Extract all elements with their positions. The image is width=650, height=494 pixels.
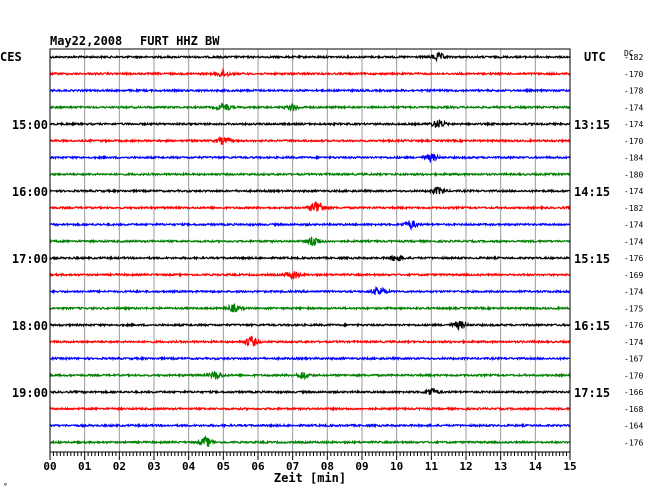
- dc-offset-label: -169: [624, 271, 643, 280]
- x-tick-label: 10: [390, 460, 403, 473]
- left-hour-label: 15:00: [12, 118, 48, 132]
- x-tick-label: 02: [113, 460, 126, 473]
- trace-10: [49, 219, 571, 232]
- dc-offset-label: -174: [624, 288, 643, 297]
- left-timezone-label: CES: [0, 50, 22, 64]
- x-tick-label: 14: [529, 460, 543, 473]
- x-axis-label: Zeit [min]: [274, 471, 346, 485]
- dc-offset-label: -182: [624, 204, 643, 213]
- dc-offset-labels: -182 -170 -178 -174 -174 -170 -184 -180 -174 -182…: [624, 53, 643, 447]
- trace-21: [49, 405, 571, 412]
- right-timezone-label: UTC: [584, 50, 606, 64]
- dc-offset-label: -180: [624, 170, 643, 179]
- trace-8: [49, 186, 571, 196]
- trace-23: [49, 434, 571, 447]
- trace-13: [49, 271, 571, 280]
- seismic-traces: [49, 51, 571, 447]
- x-tick-label: 07: [286, 460, 299, 473]
- x-tick-label: 05: [217, 460, 230, 473]
- x-tick-label: 04: [182, 460, 196, 473]
- trace-11: [49, 236, 571, 246]
- dc-offset-label: -164: [624, 422, 643, 431]
- dc-offset-label: -170: [624, 137, 643, 146]
- trace-0: [49, 51, 571, 63]
- trace-19: [49, 370, 571, 381]
- dc-offset-label: -174: [624, 187, 643, 196]
- x-tick-label: 11: [425, 460, 439, 473]
- x-tick-label: 00: [43, 460, 56, 473]
- dc-offset-label: -170: [624, 371, 643, 380]
- trace-1: [49, 67, 571, 78]
- dc-offset-label: -182: [624, 53, 643, 62]
- x-tick-label: 08: [321, 460, 334, 473]
- trace-7: [49, 171, 571, 178]
- right-utc-label: 15:15: [574, 252, 610, 266]
- dc-offset-label: -176: [624, 438, 643, 447]
- trace-16: [49, 320, 571, 332]
- trace-20: [49, 387, 571, 396]
- trace-9: [49, 200, 571, 212]
- dc-offset-label: -174: [624, 221, 643, 230]
- chart-date: May22,2008: [50, 34, 122, 48]
- trace-22: [49, 422, 571, 429]
- chart-station: FURT HHZ BW: [140, 34, 220, 48]
- x-tick-label: 13: [494, 460, 507, 473]
- right-utc-label: 13:15: [574, 118, 610, 132]
- minute-gridlines: [84, 49, 536, 452]
- dc-offset-label: -167: [624, 355, 643, 364]
- trace-3: [49, 102, 571, 113]
- x-tick-label: 03: [147, 460, 160, 473]
- left-hour-label: 16:00: [12, 185, 48, 199]
- dc-offset-label: -174: [624, 338, 643, 347]
- trace-6: [49, 153, 571, 164]
- x-tick-label: 01: [78, 460, 92, 473]
- corner-mark: °: [3, 482, 8, 491]
- dc-header-label: DC: [624, 49, 634, 58]
- right-utc-label: 17:15: [574, 386, 610, 400]
- dc-offset-label: -174: [624, 103, 643, 112]
- trace-5: [49, 135, 571, 145]
- dc-offset-label: -170: [624, 70, 643, 79]
- trace-12: [49, 254, 571, 262]
- x-tick-label: 09: [355, 460, 368, 473]
- x-tick-label: 06: [251, 460, 265, 473]
- right-utc-label: 14:15: [574, 185, 610, 199]
- dc-offset-label: -166: [624, 388, 643, 397]
- left-hour-labels: 15:00 16:00 17:00 18:00 19:00: [12, 118, 48, 400]
- trace-15: [49, 303, 571, 313]
- dc-offset-label: -178: [624, 87, 643, 96]
- trace-14: [49, 285, 571, 296]
- dc-offset-label: -174: [624, 237, 643, 246]
- right-utc-labels: 13:15 14:15 15:15 16:15 17:15: [574, 118, 610, 400]
- trace-4: [49, 119, 571, 128]
- dc-offset-label: -174: [624, 120, 643, 129]
- dc-offset-label: -184: [624, 154, 643, 163]
- trace-18: [49, 355, 571, 362]
- dc-offset-label: -175: [624, 304, 643, 313]
- left-hour-label: 17:00: [12, 252, 48, 266]
- x-tick-label: 15: [563, 460, 576, 473]
- x-tick-label: 12: [459, 460, 472, 473]
- left-hour-label: 19:00: [12, 386, 48, 400]
- left-hour-label: 18:00: [12, 319, 48, 333]
- x-axis-ticks: 00 01 02 03 04 05 06 07 08 09 10 11 12 13 14 15: [43, 452, 577, 473]
- right-utc-label: 16:15: [574, 319, 610, 333]
- dc-offset-label: -176: [624, 321, 643, 330]
- dc-offset-label: -168: [624, 405, 643, 414]
- dc-offset-label: -176: [624, 254, 643, 263]
- trace-2: [49, 87, 571, 94]
- trace-17: [49, 335, 571, 347]
